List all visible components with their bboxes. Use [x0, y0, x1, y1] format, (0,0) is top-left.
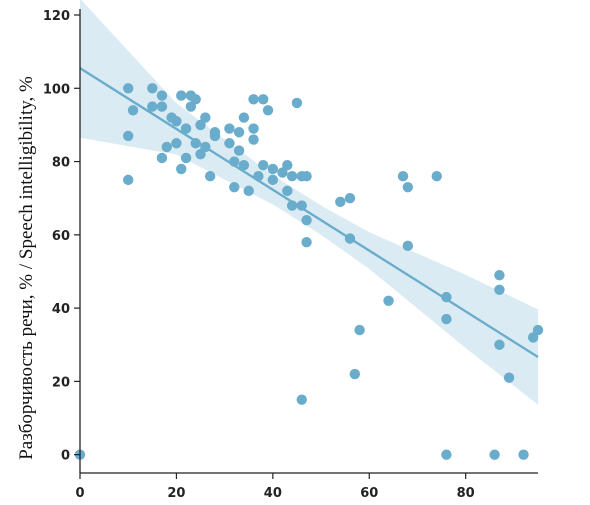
data-point — [180, 123, 192, 134]
data-point — [248, 134, 259, 145]
data-point — [171, 116, 182, 127]
data-point — [431, 171, 442, 182]
data-point — [243, 185, 254, 197]
data-point — [147, 101, 158, 112]
data-point — [156, 152, 168, 164]
data-point — [123, 130, 134, 142]
data-point — [277, 167, 288, 178]
data-point — [402, 240, 414, 252]
data-point — [200, 112, 211, 123]
data-point — [195, 119, 206, 131]
data-point — [344, 193, 356, 204]
y-axis-label: Разборчивость речи, % / Speech intelligi… — [16, 76, 37, 460]
data-point — [503, 372, 515, 383]
y-tick-label: 80 — [52, 156, 70, 171]
data-point — [248, 94, 259, 105]
data-point — [224, 123, 235, 134]
data-point — [402, 182, 414, 193]
data-point — [229, 156, 240, 167]
data-point — [296, 394, 307, 405]
data-point — [200, 141, 211, 153]
x-tick-label: 0 — [75, 486, 84, 501]
data-point — [441, 291, 452, 303]
data-point — [282, 160, 293, 171]
regression-line — [79, 67, 539, 359]
data-point — [224, 138, 235, 149]
data-point — [267, 174, 279, 186]
data-points-layer — [74, 83, 544, 460]
data-point — [296, 200, 307, 211]
data-point — [238, 160, 250, 171]
data-point — [209, 127, 221, 138]
data-point — [176, 163, 187, 175]
data-point — [267, 163, 279, 175]
data-point — [518, 449, 529, 460]
x-tick-label: 60 — [360, 486, 378, 501]
x-tick-label: 40 — [264, 486, 282, 501]
y-tick-label: 60 — [52, 229, 70, 244]
data-point — [253, 171, 264, 182]
data-point — [282, 185, 293, 197]
data-point — [489, 449, 500, 460]
data-point — [248, 123, 259, 134]
x-tick-label: 20 — [167, 486, 185, 501]
data-point — [441, 449, 452, 460]
data-point — [441, 313, 452, 325]
data-point — [195, 149, 206, 160]
data-point — [161, 141, 172, 153]
y-tick-label: 20 — [52, 375, 70, 390]
data-point — [238, 112, 250, 123]
data-point — [258, 94, 269, 105]
data-point — [354, 324, 365, 336]
data-point — [147, 83, 158, 94]
x-tick-label: 80 — [457, 486, 475, 501]
y-tick-label: 40 — [52, 302, 70, 317]
data-point — [532, 324, 544, 336]
data-point — [383, 295, 394, 306]
data-point — [258, 160, 269, 171]
data-point — [127, 105, 139, 116]
data-point — [527, 332, 539, 343]
data-point — [180, 152, 192, 164]
y-tick-label: 0 — [61, 449, 70, 464]
data-point — [204, 171, 216, 182]
data-point — [190, 94, 201, 105]
data-point — [494, 284, 505, 295]
regression-line-layer — [79, 67, 539, 359]
data-point — [494, 269, 505, 281]
confidence-band — [80, 0, 538, 405]
data-point — [335, 196, 346, 208]
data-point — [171, 138, 182, 149]
data-point — [301, 236, 312, 248]
data-point — [262, 105, 274, 116]
confidence-band-layer — [80, 0, 538, 405]
data-point — [229, 182, 240, 193]
data-point — [156, 90, 168, 101]
data-point — [494, 339, 505, 350]
data-point — [233, 145, 245, 156]
data-point — [123, 174, 134, 186]
data-point — [156, 101, 168, 112]
data-point — [233, 127, 245, 138]
data-point — [176, 90, 187, 101]
data-point — [185, 101, 197, 112]
data-point — [397, 171, 409, 182]
axes: 0 20 40 60 80 100 120 0 20 40 60 80 — [43, 9, 538, 501]
data-point — [301, 214, 312, 226]
data-point — [349, 368, 360, 380]
y-tick-label: 120 — [43, 9, 70, 24]
data-point — [123, 83, 134, 94]
data-point — [190, 138, 201, 149]
data-point — [301, 171, 312, 182]
data-point — [286, 200, 298, 211]
data-point — [344, 233, 356, 244]
data-point — [291, 97, 303, 109]
y-tick-label: 100 — [43, 82, 70, 97]
data-point — [286, 171, 298, 182]
